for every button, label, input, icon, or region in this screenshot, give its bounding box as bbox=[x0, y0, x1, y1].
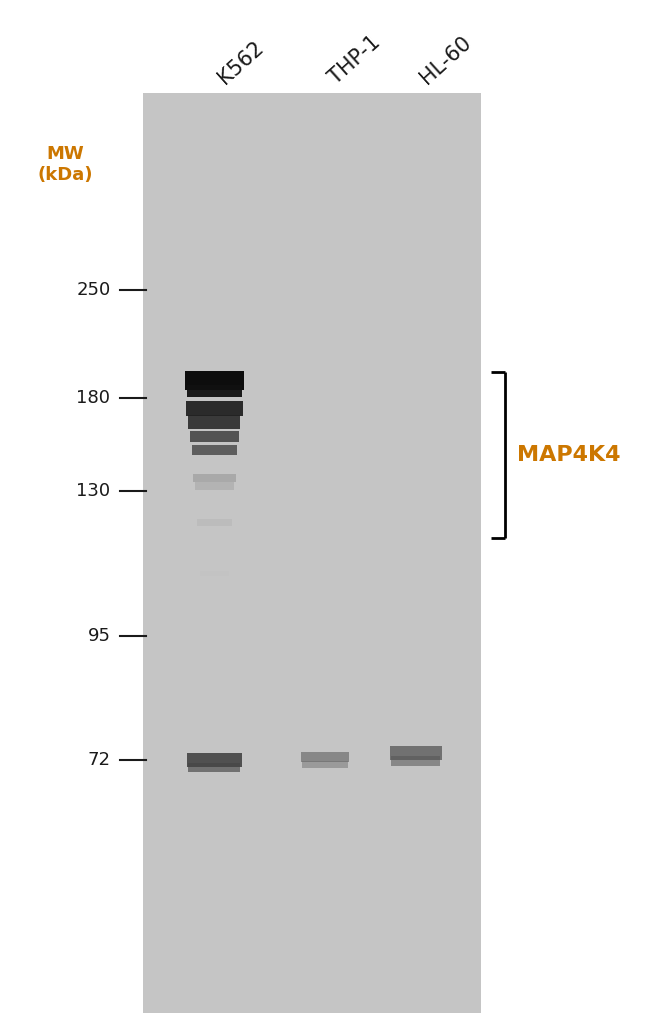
Bar bbox=[390, 746, 442, 760]
Text: 72: 72 bbox=[88, 751, 110, 769]
Bar bbox=[186, 400, 243, 416]
Bar bbox=[195, 482, 234, 489]
Text: 130: 130 bbox=[76, 482, 111, 500]
Bar bbox=[188, 763, 240, 771]
Bar bbox=[192, 445, 237, 455]
Text: K562: K562 bbox=[214, 37, 268, 88]
Bar bbox=[196, 518, 232, 525]
Bar bbox=[185, 371, 244, 390]
Bar bbox=[391, 757, 440, 765]
Bar bbox=[188, 415, 240, 428]
Text: MW
(kDa): MW (kDa) bbox=[37, 145, 93, 184]
Text: MAP4K4: MAP4K4 bbox=[517, 445, 620, 465]
Text: THP-1: THP-1 bbox=[325, 32, 384, 88]
Text: HL-60: HL-60 bbox=[416, 32, 474, 88]
Bar bbox=[200, 571, 229, 577]
Bar bbox=[300, 752, 349, 762]
Bar bbox=[187, 385, 242, 397]
Bar bbox=[143, 93, 481, 1013]
Text: 250: 250 bbox=[76, 280, 111, 299]
Bar bbox=[187, 753, 242, 767]
Text: 95: 95 bbox=[88, 627, 110, 645]
Text: 180: 180 bbox=[77, 389, 111, 407]
Bar bbox=[302, 761, 348, 767]
Bar bbox=[190, 431, 239, 442]
Bar bbox=[193, 474, 235, 482]
